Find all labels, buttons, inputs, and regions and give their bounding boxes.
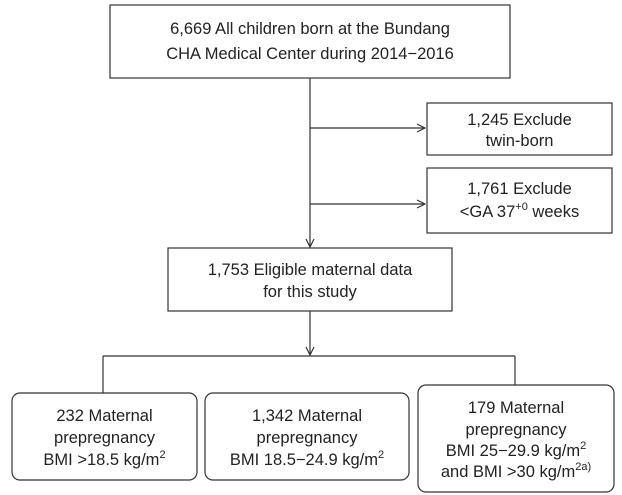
node: 1,753 Eligible maternal data for this stu…	[167, 247, 453, 312]
node-text: CHA Medical Center during 2014−2016	[166, 45, 454, 63]
node: 1,245 Exclude twin-born	[426, 102, 613, 156]
node-text: and BMI >30 kg/m2a)	[441, 461, 591, 481]
text-run: BMI 18.5−24.9 kg/m	[230, 451, 378, 469]
node-text: BMI >18.5 kg/m2	[43, 449, 165, 469]
superscript: +0	[515, 201, 528, 213]
node-box	[426, 167, 613, 234]
text-run: <GA 37	[460, 203, 516, 221]
node-text: 179 Maternal	[468, 399, 564, 417]
node-box	[204, 392, 410, 481]
node-box	[167, 247, 453, 312]
node-text: 1,342 Maternal	[252, 407, 362, 425]
superscript: 2	[378, 449, 384, 461]
node-text: 1,245 Exclude	[467, 111, 572, 129]
superscript: 2a)	[575, 461, 591, 473]
node-text: 1,753 Eligible maternal data	[208, 261, 413, 279]
node-text: twin-born	[486, 132, 554, 150]
text-run: BMI 25−29.9 kg/m	[446, 442, 580, 460]
superscript: 2	[159, 449, 165, 461]
text-run: 1,245 Exclude	[467, 111, 572, 129]
text-run: prepregnancy	[257, 429, 359, 447]
node: 232 Maternal prepregnancy BMI >18.5 kg/m2	[11, 392, 198, 481]
connectors	[102, 78, 516, 393]
node-text: prepregnancy	[466, 421, 568, 439]
superscript: 2	[580, 440, 586, 452]
text-run: 1,753 Eligible maternal data	[208, 261, 413, 279]
node-text: BMI 18.5−24.9 kg/m2	[230, 449, 384, 469]
node-text: prepregnancy	[54, 429, 156, 447]
text-run: prepregnancy	[54, 429, 156, 447]
node: 1,761 Exclude <GA 37+0 weeks	[426, 167, 613, 234]
node-text: BMI 25−29.9 kg/m2	[446, 440, 587, 460]
node: 1,342 Maternal prepregnancy BMI 18.5−24.9 …	[204, 392, 410, 481]
text-run: BMI >18.5 kg/m	[43, 451, 159, 469]
text-run: prepregnancy	[466, 421, 568, 439]
text-run: 1,761 Exclude	[467, 180, 572, 198]
text-run: 179 Maternal	[468, 399, 564, 417]
node-text: 6,669 All children born at the Bundang	[170, 20, 450, 38]
node-box	[426, 102, 613, 156]
text-run: CHA Medical Center during 2014−2016	[166, 45, 454, 63]
node-box	[109, 4, 511, 79]
text-run: twin-born	[486, 132, 554, 150]
node-text: for this study	[263, 283, 357, 301]
text-run: weeks	[528, 203, 579, 221]
text-run: 1,342 Maternal	[252, 407, 362, 425]
node-text: 232 Maternal	[56, 407, 152, 425]
text-run: 232 Maternal	[56, 407, 152, 425]
text-run: for this study	[263, 283, 357, 301]
text-run: 6,669 All children born at the Bundang	[170, 20, 450, 38]
text-run: and BMI >30 kg/m	[441, 463, 575, 481]
node-text: prepregnancy	[257, 429, 359, 447]
node: 6,669 All children born at the Bundang CH…	[109, 4, 511, 79]
node-text: <GA 37+0 weeks	[460, 201, 579, 221]
node-box	[11, 392, 198, 481]
node-box	[417, 384, 615, 493]
node-text: 1,761 Exclude	[467, 180, 572, 198]
